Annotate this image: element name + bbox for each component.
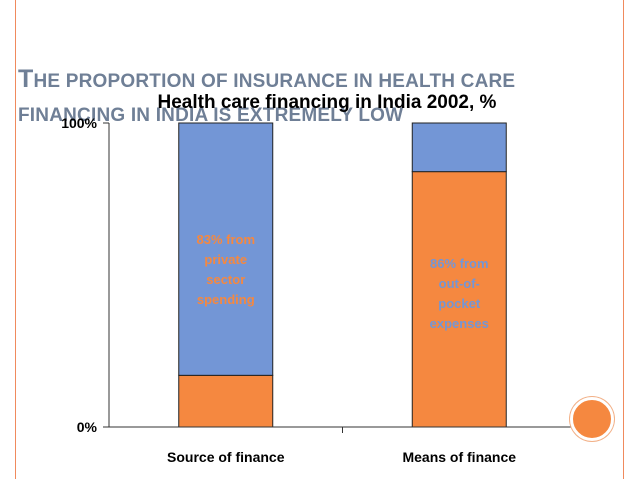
chart-title: Health care financing in India 2002, % — [158, 92, 497, 113]
bar-annotation-0-line-3: spending — [197, 292, 255, 307]
y-tick-label-0: 0% — [77, 419, 98, 435]
bar-0-series-0 — [178, 374, 274, 428]
bar-annotation-1-line-3: expenses — [430, 316, 489, 331]
x-tick-label-0: Source of finance — [167, 449, 285, 465]
bar-1-series-0 — [411, 171, 507, 428]
bar-annotation-1-line-1: out-of- — [439, 276, 480, 291]
x-tick-label-1: Means of finance — [402, 449, 516, 465]
bar-annotation-1-line-2: pocket — [438, 296, 481, 311]
bar-annotation-1: 86% from out-of-pocket expenses — [430, 256, 489, 331]
decorative-circle — [570, 397, 614, 441]
slide-title: The proportion of insurance in health ca… — [18, 62, 618, 133]
bar-annotation-0: 83% from private sector spending — [196, 232, 255, 307]
bar-annotation-1-line-0: 86% from — [430, 256, 489, 271]
bar-annotation-0-line-2: sector — [206, 272, 245, 287]
bar-1-series-1 — [411, 122, 507, 173]
bar-0-series-1 — [178, 122, 274, 376]
bar-annotation-0-line-0: 83% from — [196, 232, 255, 247]
left-accent-line — [15, 0, 16, 479]
bar-annotation-0-line-1: private — [204, 252, 247, 267]
y-tick-label-1: 100% — [61, 115, 97, 131]
slide-title-first-letter: T — [18, 65, 34, 93]
right-accent-line — [623, 0, 624, 479]
slide-title-rest: he proportion of insurance in health car… — [18, 71, 516, 126]
